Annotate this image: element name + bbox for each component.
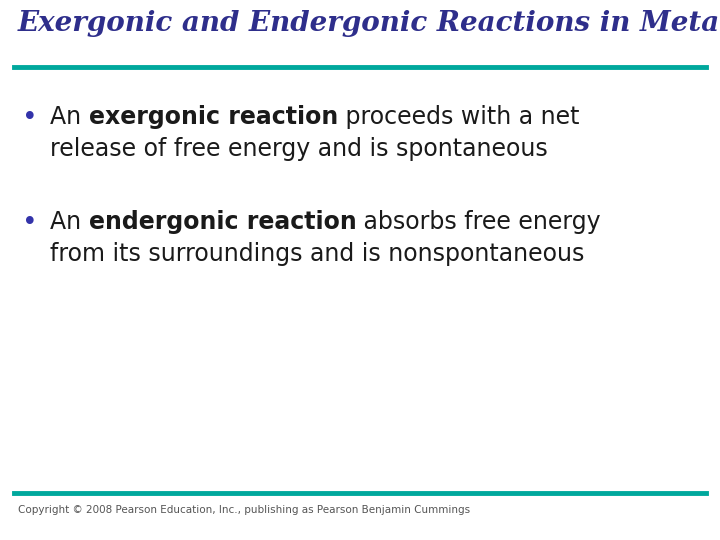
Text: from its surroundings and is nonspontaneous: from its surroundings and is nonspontane… [50, 242, 585, 266]
Text: Exergonic and Endergonic Reactions in Metabolism: Exergonic and Endergonic Reactions in Me… [18, 10, 720, 37]
Text: endergonic reaction: endergonic reaction [89, 210, 356, 234]
Text: An: An [50, 105, 89, 129]
Text: absorbs free energy: absorbs free energy [356, 210, 601, 234]
Text: exergonic reaction: exergonic reaction [89, 105, 338, 129]
Text: proceeds with a net: proceeds with a net [338, 105, 580, 129]
Text: release of free energy and is spontaneous: release of free energy and is spontaneou… [50, 137, 548, 161]
Text: •: • [22, 210, 37, 236]
Text: An: An [50, 210, 89, 234]
Text: •: • [22, 105, 37, 131]
Text: Copyright © 2008 Pearson Education, Inc., publishing as Pearson Benjamin Cumming: Copyright © 2008 Pearson Education, Inc.… [18, 505, 470, 515]
